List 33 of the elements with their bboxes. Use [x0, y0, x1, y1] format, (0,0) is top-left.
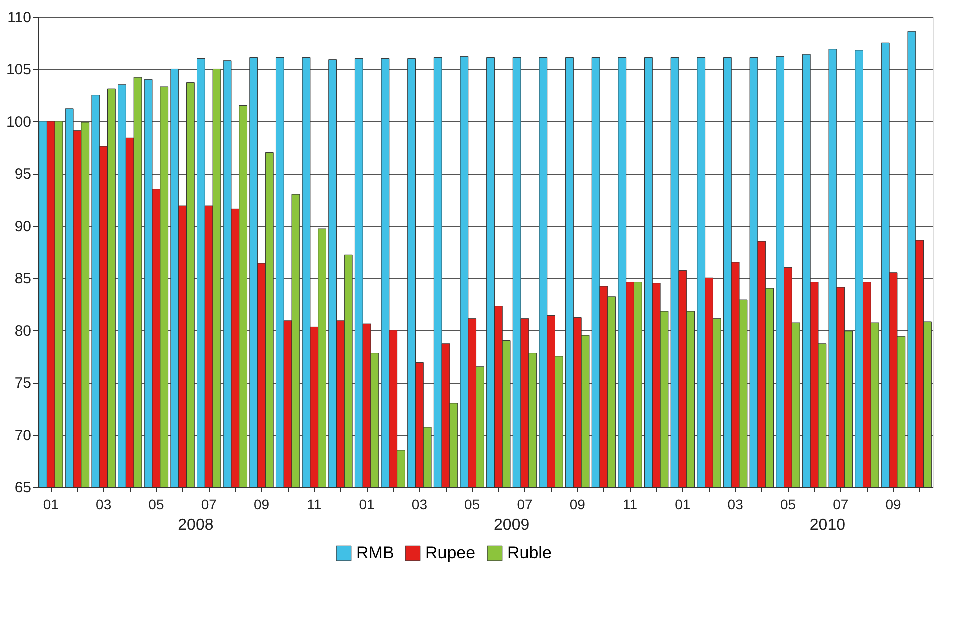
text: 2008: [178, 517, 214, 534]
x-tick-label: 03: [96, 496, 112, 512]
x-tick-label: 03: [728, 496, 744, 512]
x-tick-label: 09: [886, 496, 902, 512]
legend-label: Rupee: [426, 544, 476, 563]
y-tick-label: 80: [14, 322, 32, 340]
y-tick-label: 75: [14, 375, 32, 392]
legend-label: Ruble: [508, 544, 552, 563]
x-tick-label: 09: [254, 496, 270, 512]
y-tick-label: 65: [14, 480, 32, 496]
x-tick-label: 01: [359, 496, 376, 512]
x-tick-label: 07: [833, 496, 849, 512]
x-tick-label: 01: [43, 496, 60, 512]
text: 2009: [494, 517, 530, 534]
y-tick-label: 100: [6, 114, 32, 131]
y-tick-label: 90: [14, 218, 32, 236]
y-tick-label: 110: [8, 10, 32, 26]
text: 2010: [810, 517, 846, 534]
y-tick-label: 95: [14, 166, 32, 184]
x-tick-label: 05: [148, 496, 164, 512]
legend-label: RMB: [356, 544, 394, 563]
x-tick-label: 05: [464, 496, 480, 512]
x-tick-label: 09: [570, 496, 586, 512]
x-tick-label: 05: [780, 496, 796, 512]
y-tick-label: 70: [14, 427, 32, 444]
y-tick-label: 85: [14, 270, 32, 288]
x-tick-label: 11: [307, 496, 322, 512]
x-tick-label: 01: [675, 496, 691, 512]
x-tick-label: 07: [201, 496, 218, 512]
x-tick-label: 03: [412, 496, 428, 512]
x-tick-label: 07: [517, 496, 533, 512]
x-tick-label: 11: [623, 496, 638, 512]
y-tick-label: 105: [6, 62, 32, 79]
